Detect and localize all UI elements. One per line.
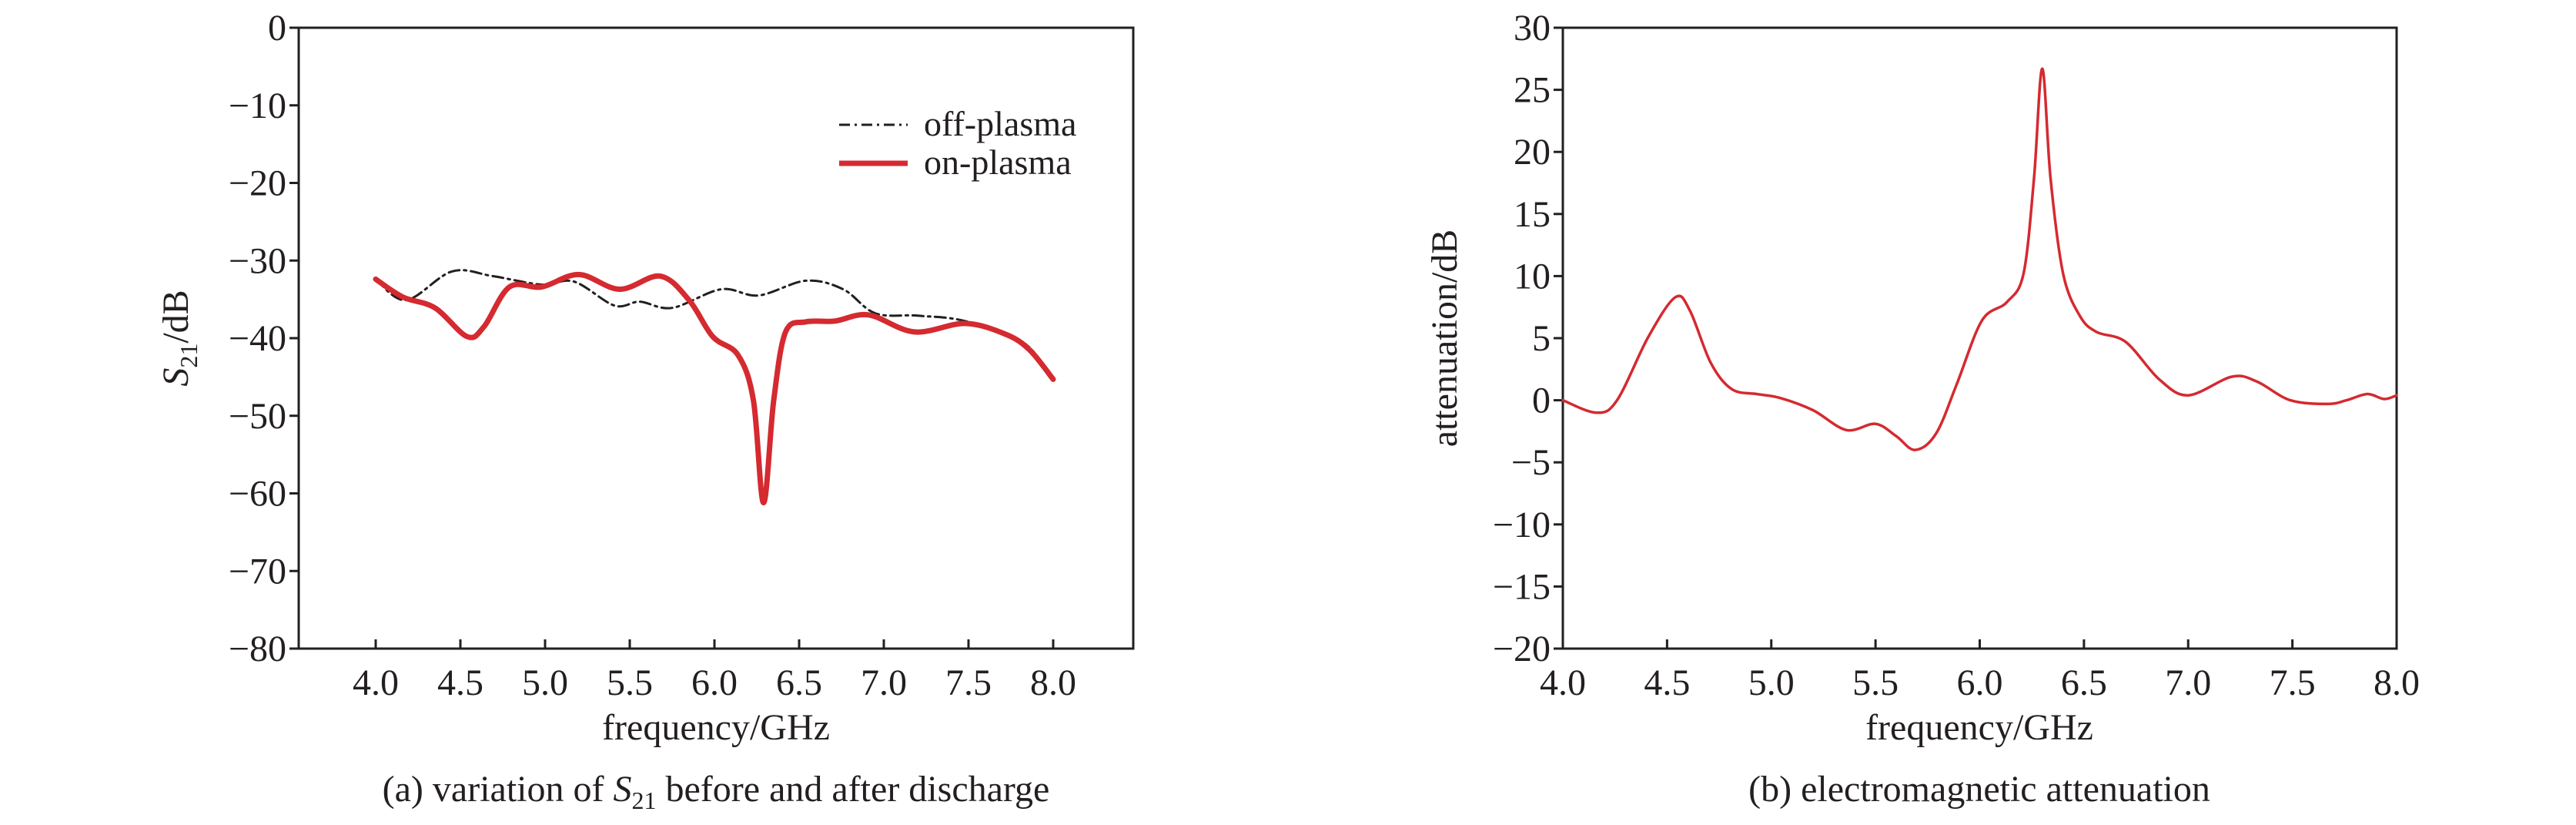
y-tick-label: 15 [1514,194,1551,235]
x-tick-label: 4.5 [1644,662,1690,703]
chart-b-y-axis-label: attenuation/dB [1424,230,1465,448]
y-tick-label: −20 [229,163,286,204]
y-tick-label: −30 [229,240,286,281]
legend-label-on-plasma: on-plasma [924,143,1072,182]
x-tick-label: 7.0 [2165,662,2211,703]
x-tick-label: 4.5 [437,662,483,703]
chart-a-y-axis-label: S21/dB [156,290,202,386]
y-tick-label: 0 [268,8,286,49]
y-tick-label: 5 [1532,318,1551,359]
series-line-on-plasma [373,271,1056,506]
y-tick-label: 20 [1514,132,1551,173]
x-tick-label: 7.0 [861,662,907,703]
y-tick-label: −40 [229,318,286,359]
y-tick-label: 0 [1532,381,1551,421]
y-tick-label: 10 [1514,256,1551,297]
x-tick-label: 5.5 [607,662,653,703]
y-tick-label: −50 [229,396,286,437]
x-tick-label: 6.5 [2061,662,2107,703]
y-tick-label: 25 [1514,70,1551,111]
chart-a: 0 −10 −20 −30 −40 −50 −60 −70 −80 4.0 4.5 5.0 5.5 6.… [156,8,1135,814]
x-tick-label: 5.0 [1748,662,1795,703]
y-tick-label: −70 [229,551,286,592]
y-tick-label: −20 [1493,629,1551,669]
y-tick-label: −60 [229,474,286,515]
y-tick-label: −80 [229,629,286,669]
y-tick-label: −5 [1511,442,1551,483]
x-tick-label: 5.0 [522,662,568,703]
y-tick-label: −10 [229,86,286,126]
series-line-series-0 [1561,67,2398,451]
x-tick-label: 6.5 [776,662,822,703]
chart-a-caption: (a) variation of S21 before and after di… [383,769,1050,814]
x-tick-label: 7.5 [2270,662,2316,703]
y-tick-label: −15 [1493,566,1551,607]
y-tick-label: −10 [1493,505,1551,545]
chart-b-x-axis-label: frequency/GHz [1865,707,2093,748]
x-tick-label: 5.5 [1852,662,1899,703]
legend-label-off-plasma: off-plasma [924,104,1076,143]
x-tick-label: 4.0 [1540,662,1586,703]
chart-b-frame [1561,26,2398,650]
x-tick-label: 6.0 [691,662,738,703]
chart-a-legend: off-plasma on-plasma [839,104,1076,182]
chart-b-caption: (b) electromagnetic attenuation [1748,769,2210,810]
x-tick-label: 6.0 [1957,662,2003,703]
chart-b: 30 25 20 15 10 5 0 −5 −10 −15 −20 4.0 4.5 5.0 5.5 6.0 6… [1424,8,2420,810]
x-tick-label: 8.0 [1030,662,1076,703]
y-tick-label: 30 [1514,8,1551,49]
chart-a-x-axis-label: frequency/GHz [602,707,830,748]
series-line-off-plasma [374,269,1055,381]
x-tick-label: 4.0 [353,662,399,703]
x-tick-label: 8.0 [2374,662,2420,703]
x-tick-label: 7.5 [945,662,992,703]
